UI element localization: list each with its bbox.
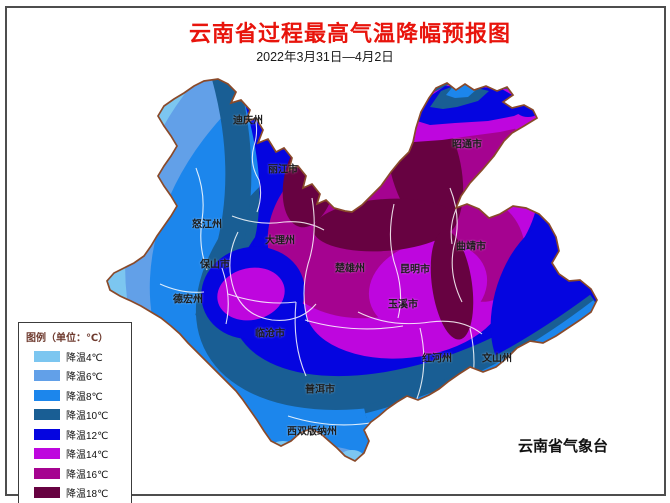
page-title: 云南省过程最高气温降幅预报图: [188, 21, 511, 46]
map-legend: 图例（单位：℃） 降温4℃ 降温6℃ 降温8℃ 降温10℃ 降温12℃ 降温14℃ 降温16…: [18, 322, 132, 503]
legend-item: 降温14℃: [26, 446, 126, 461]
legend-item-label: 降温16℃: [66, 469, 109, 481]
legend-item: 降温10℃: [26, 407, 126, 422]
legend-color-swatch: [34, 389, 60, 401]
zone-14c-baoshan-core: [217, 267, 285, 321]
legend-item-label: 降温10℃: [66, 411, 109, 422]
legend-color-swatch: [34, 428, 60, 440]
legend-color-swatch: [34, 448, 60, 459]
legend-item-label: 降温12℃: [66, 430, 109, 442]
zone-6c-south-tip: [260, 445, 364, 461]
legend-item-label: 降温8℃: [66, 391, 103, 403]
legend-color-swatch: [34, 370, 60, 381]
legend-item: 降温16℃: [26, 466, 126, 481]
legend-color-swatch: [34, 487, 60, 498]
zone-18c-qujing-west: [430, 230, 474, 340]
legend-item-label: 降温14℃: [66, 450, 109, 461]
legend-color-swatch: [34, 350, 60, 362]
legend-item: 降温6℃: [26, 368, 126, 383]
legend-item-label: 降温4℃: [66, 352, 103, 364]
province-outline: [106, 78, 598, 463]
legend-item: 降温4℃: [26, 349, 126, 364]
legend-color-swatch: [34, 467, 60, 479]
legend-color-swatch: [34, 409, 60, 420]
legend-item: 降温18℃: [26, 485, 126, 500]
legend-items: 降温4℃ 降温6℃ 降温8℃ 降温10℃ 降温12℃ 降温14℃ 降温16℃ 降温18℃: [26, 349, 126, 500]
legend-item: 降温12℃: [26, 427, 126, 442]
legend-title: 图例（单位：℃）: [26, 333, 109, 344]
legend-item: 降温8℃: [26, 388, 126, 403]
attribution: 云南省气象台: [517, 438, 608, 455]
date-range-subtitle: 2022年3月31日—4月2日: [256, 50, 394, 64]
legend-item-label: 降温6℃: [66, 372, 103, 383]
page-frame: [5, 6, 666, 496]
legend-item-label: 降温18℃: [66, 489, 109, 500]
zone-4c-south-tip-west: [268, 441, 298, 461]
